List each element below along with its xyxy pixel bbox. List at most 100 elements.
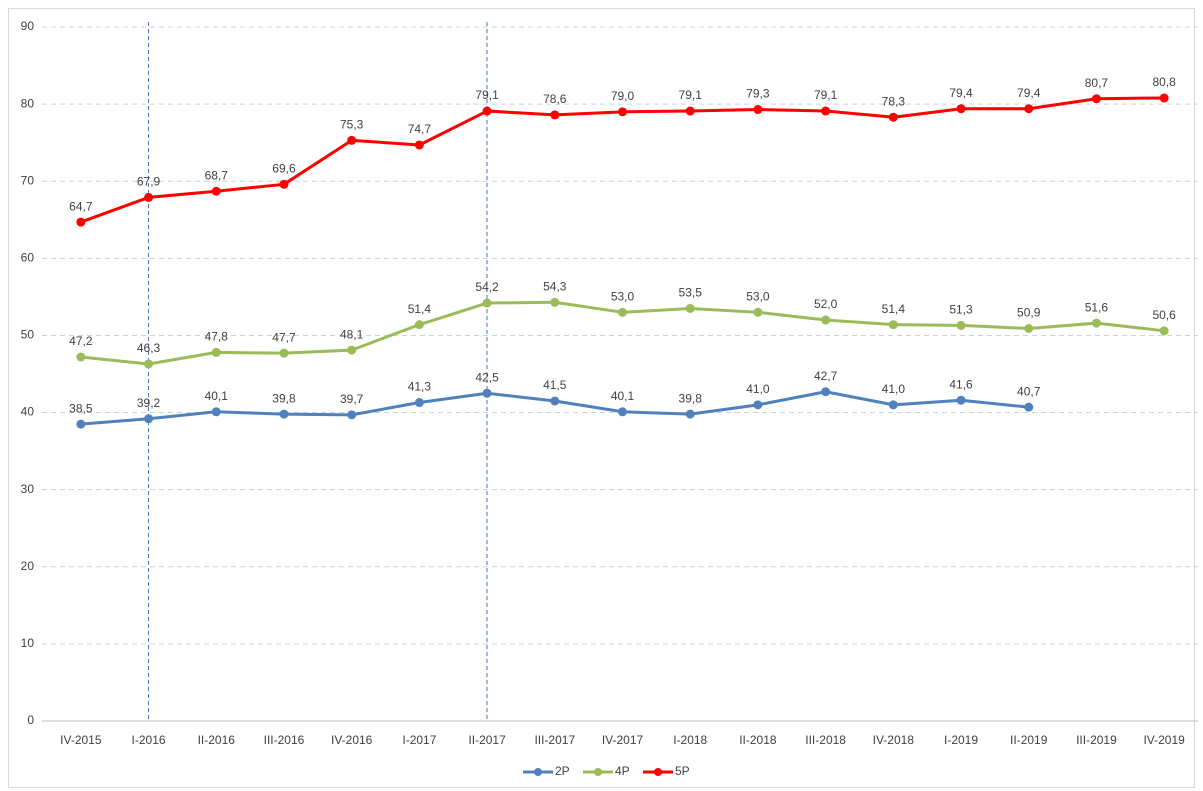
x-tick-label: IV-2016 — [331, 733, 373, 747]
data-point — [956, 320, 966, 330]
data-label: 68,7 — [205, 168, 229, 182]
data-label: 38,5 — [69, 401, 93, 415]
data-label: 40,1 — [205, 389, 229, 403]
data-point — [279, 409, 289, 419]
y-tick-label: 10 — [21, 636, 35, 650]
data-label: 79,1 — [475, 88, 499, 102]
data-point — [753, 105, 763, 115]
data-label: 74,7 — [408, 122, 432, 136]
data-label: 53,5 — [679, 286, 703, 300]
x-tick-label: III-2019 — [1076, 733, 1117, 747]
data-point — [618, 407, 627, 417]
data-point — [211, 347, 221, 357]
x-tick-label: III-2017 — [534, 733, 575, 747]
data-point — [482, 106, 492, 116]
y-tick-label: 60 — [21, 251, 35, 265]
data-point — [414, 398, 424, 408]
data-point — [347, 135, 357, 145]
data-point — [888, 320, 898, 330]
data-label: 80,8 — [1152, 75, 1176, 89]
data-point — [956, 395, 966, 405]
x-tick-label: I-2019 — [944, 733, 978, 747]
data-point — [550, 110, 560, 120]
data-point — [414, 320, 424, 330]
x-tick-label: I-2018 — [673, 733, 707, 747]
data-point — [685, 409, 695, 419]
data-point — [753, 400, 763, 410]
y-tick-label: 20 — [21, 559, 35, 573]
x-tick-label: IV-2019 — [1143, 733, 1185, 747]
data-label: 53,0 — [611, 289, 635, 303]
data-point — [76, 352, 86, 362]
data-point — [618, 307, 627, 317]
data-point — [888, 400, 898, 410]
data-label: 75,3 — [340, 118, 364, 132]
data-label: 40,7 — [1017, 384, 1041, 398]
data-point — [279, 348, 289, 358]
data-point — [347, 410, 357, 420]
data-label: 51,6 — [1085, 300, 1109, 314]
data-point — [550, 297, 560, 307]
data-point — [482, 388, 492, 398]
data-label: 79,1 — [814, 88, 838, 102]
data-point — [821, 106, 831, 116]
data-label: 42,7 — [814, 369, 838, 383]
y-tick-label: 40 — [21, 405, 35, 419]
data-point — [279, 179, 289, 189]
x-tick-label: II-2017 — [468, 733, 506, 747]
x-tick-label: III-2016 — [264, 733, 305, 747]
data-label: 39,8 — [679, 391, 703, 405]
data-point — [1024, 402, 1034, 412]
legend-marker — [654, 768, 662, 776]
data-label: 78,3 — [882, 94, 906, 108]
data-label: 41,6 — [949, 377, 973, 391]
x-tick-label: I-2016 — [132, 733, 166, 747]
x-tick-label: I-2017 — [402, 733, 436, 747]
data-label: 51,4 — [882, 302, 906, 316]
data-label: 47,2 — [69, 334, 93, 348]
data-label: 79,0 — [611, 89, 635, 103]
data-label: 39,8 — [272, 391, 296, 405]
data-point — [550, 396, 560, 406]
x-tick-label: IV-2015 — [60, 733, 102, 747]
data-label: 40,1 — [611, 389, 635, 403]
legend-label: 5P — [675, 764, 690, 778]
y-tick-label: 30 — [21, 482, 35, 496]
data-point — [1024, 324, 1034, 334]
y-tick-label: 80 — [21, 96, 35, 110]
data-label: 39,7 — [340, 392, 364, 406]
x-tick-label: II-2018 — [739, 733, 777, 747]
data-point — [144, 359, 154, 369]
data-point — [76, 419, 86, 429]
x-tick-label: II-2019 — [1010, 733, 1048, 747]
data-point — [618, 107, 627, 117]
data-label: 52,0 — [814, 297, 838, 311]
x-tick-label: IV-2017 — [602, 733, 644, 747]
x-tick-label: IV-2018 — [873, 733, 915, 747]
data-label: 39,2 — [137, 396, 161, 410]
data-point — [144, 192, 154, 202]
data-label: 78,6 — [543, 92, 567, 106]
x-tick-label: II-2016 — [198, 733, 236, 747]
data-point — [888, 112, 898, 122]
data-point — [414, 140, 424, 150]
data-point — [482, 298, 492, 308]
data-point — [1024, 104, 1034, 114]
data-point — [1091, 318, 1101, 328]
data-label: 79,4 — [949, 86, 973, 100]
data-point — [753, 307, 763, 317]
data-label: 51,4 — [408, 302, 432, 316]
data-label: 41,0 — [746, 382, 770, 396]
data-label: 80,7 — [1085, 76, 1109, 90]
legend-marker — [534, 768, 542, 776]
data-point — [1091, 94, 1101, 104]
data-label: 50,9 — [1017, 306, 1041, 320]
chart-border — [8, 8, 1195, 788]
data-label: 69,6 — [272, 161, 296, 175]
data-point — [144, 414, 154, 424]
data-point — [685, 106, 695, 116]
data-label: 46,3 — [137, 341, 161, 355]
data-point — [1159, 93, 1169, 103]
y-tick-label: 0 — [27, 713, 34, 727]
